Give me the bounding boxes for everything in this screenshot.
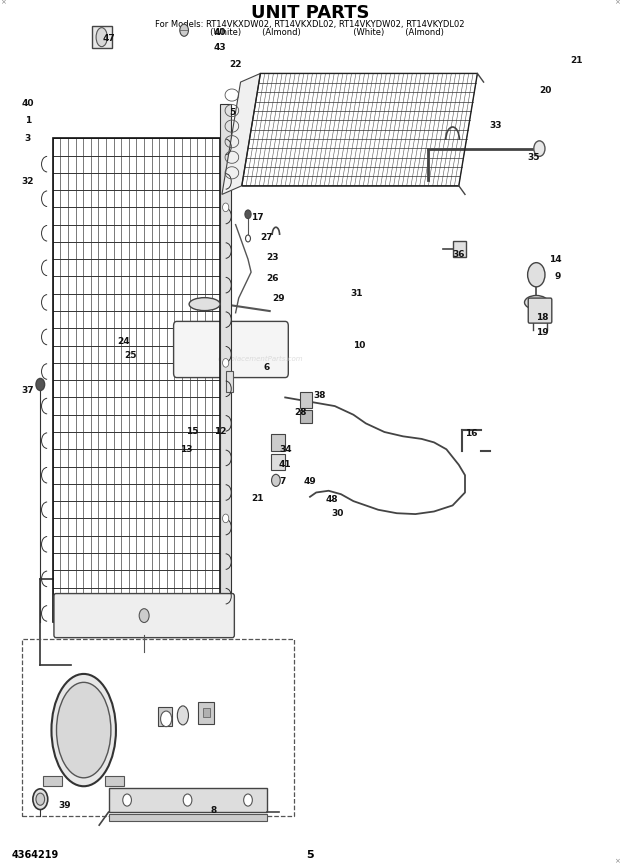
Text: 10: 10 xyxy=(353,341,366,350)
Circle shape xyxy=(123,794,131,806)
Bar xyxy=(108,788,267,812)
Bar xyxy=(43,776,62,786)
FancyBboxPatch shape xyxy=(54,594,234,638)
Text: UNIT PARTS: UNIT PARTS xyxy=(250,4,370,22)
Text: 32: 32 xyxy=(22,177,34,186)
Bar xyxy=(271,454,285,470)
Bar xyxy=(203,708,210,717)
Text: ×: × xyxy=(614,859,620,864)
Text: 21: 21 xyxy=(570,56,583,65)
Text: 48: 48 xyxy=(326,495,338,504)
Text: eReplacementParts.com: eReplacementParts.com xyxy=(218,355,303,362)
Circle shape xyxy=(223,203,229,212)
Text: 37: 37 xyxy=(22,386,34,395)
Text: 34: 34 xyxy=(279,445,291,454)
Bar xyxy=(198,702,214,724)
Text: 40: 40 xyxy=(214,29,226,37)
Ellipse shape xyxy=(56,683,111,778)
Text: 35: 35 xyxy=(527,153,539,162)
Text: 43: 43 xyxy=(214,43,226,52)
Bar xyxy=(105,776,124,786)
Text: 31: 31 xyxy=(350,289,363,298)
Bar xyxy=(158,707,172,726)
Text: 14: 14 xyxy=(549,255,561,264)
Bar xyxy=(300,392,312,408)
Ellipse shape xyxy=(96,28,107,47)
Text: 49: 49 xyxy=(304,477,316,486)
Text: 33: 33 xyxy=(490,121,502,130)
Polygon shape xyxy=(222,73,260,194)
Text: 22: 22 xyxy=(229,60,242,69)
Bar xyxy=(300,410,312,423)
Text: 28: 28 xyxy=(294,408,307,416)
Text: ×: × xyxy=(0,0,6,5)
Bar xyxy=(220,104,231,622)
Circle shape xyxy=(33,789,48,810)
Text: 4364219: 4364219 xyxy=(11,850,58,861)
Text: 29: 29 xyxy=(273,294,285,302)
Text: 1: 1 xyxy=(25,117,31,125)
Text: 15: 15 xyxy=(186,428,198,436)
Circle shape xyxy=(184,794,192,806)
Text: 6: 6 xyxy=(264,363,270,372)
Circle shape xyxy=(36,793,45,805)
Circle shape xyxy=(36,378,45,391)
Text: 40: 40 xyxy=(22,99,34,108)
Circle shape xyxy=(244,794,252,806)
FancyBboxPatch shape xyxy=(174,321,288,378)
Circle shape xyxy=(223,514,229,523)
Text: 21: 21 xyxy=(251,494,264,503)
Circle shape xyxy=(272,474,280,486)
Bar xyxy=(53,138,220,622)
Circle shape xyxy=(246,235,250,242)
Bar xyxy=(92,26,112,48)
Text: 18: 18 xyxy=(536,313,549,321)
Circle shape xyxy=(161,711,172,727)
Text: 30: 30 xyxy=(332,509,344,518)
Text: 25: 25 xyxy=(124,352,136,360)
Circle shape xyxy=(245,210,251,219)
Text: ×: × xyxy=(614,0,620,5)
Text: 41: 41 xyxy=(279,461,291,469)
Text: 8: 8 xyxy=(211,806,217,815)
Text: 9: 9 xyxy=(555,272,561,281)
Bar xyxy=(453,241,466,257)
Bar xyxy=(108,814,267,821)
Circle shape xyxy=(139,608,149,622)
Text: 17: 17 xyxy=(251,213,264,222)
Circle shape xyxy=(534,141,545,156)
Text: 16: 16 xyxy=(465,429,477,438)
Bar xyxy=(271,434,285,451)
Text: 19: 19 xyxy=(536,328,549,337)
Text: 13: 13 xyxy=(180,445,192,454)
Circle shape xyxy=(180,24,188,36)
Ellipse shape xyxy=(177,706,188,725)
Text: 7: 7 xyxy=(279,477,285,486)
Text: 23: 23 xyxy=(267,253,279,262)
Text: 39: 39 xyxy=(59,801,71,810)
Text: 3: 3 xyxy=(25,134,31,143)
Text: 27: 27 xyxy=(260,233,273,242)
Circle shape xyxy=(223,359,229,367)
Ellipse shape xyxy=(51,674,116,786)
Text: (White)        (Almond)                    (White)        (Almond): (White) (Almond) (White) (Almond) xyxy=(176,29,444,37)
Text: 47: 47 xyxy=(102,35,115,43)
FancyBboxPatch shape xyxy=(528,298,552,323)
Text: 26: 26 xyxy=(267,274,279,283)
Text: For Models: RT14VKXDW02, RT14VKXDL02, RT14VKYDW02, RT14VKYDL02: For Models: RT14VKXDW02, RT14VKXDL02, RT… xyxy=(155,20,465,29)
Text: 20: 20 xyxy=(539,86,552,95)
Text: 24: 24 xyxy=(118,337,130,346)
Text: 38: 38 xyxy=(313,391,326,400)
Text: 12: 12 xyxy=(214,428,226,436)
Text: 5: 5 xyxy=(306,850,314,861)
Ellipse shape xyxy=(525,295,548,309)
Text: 5: 5 xyxy=(229,108,236,117)
Bar xyxy=(22,639,294,816)
Circle shape xyxy=(528,263,545,287)
Text: 36: 36 xyxy=(453,251,465,259)
Ellipse shape xyxy=(189,297,220,310)
Bar xyxy=(226,371,233,392)
